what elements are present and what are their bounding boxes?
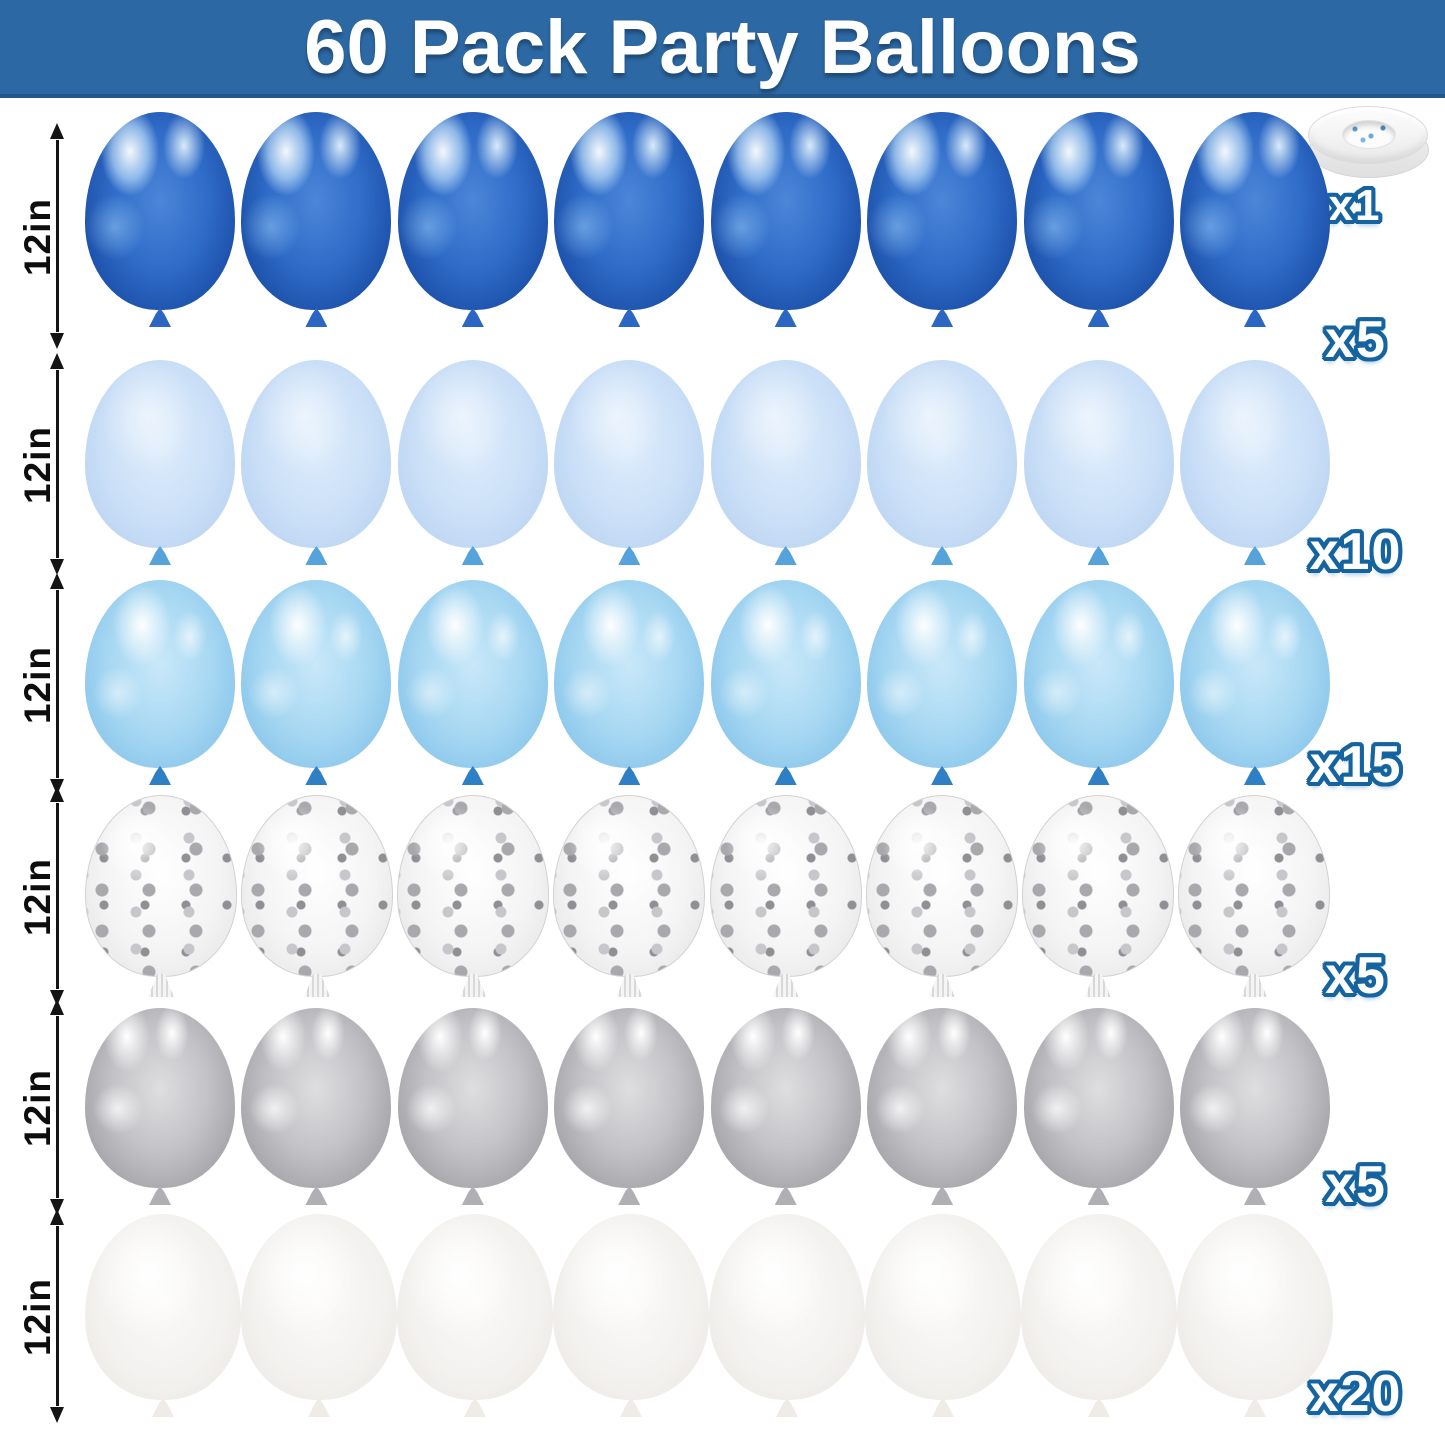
balloon-pastel-blue bbox=[710, 360, 861, 548]
balloon-white bbox=[553, 1214, 709, 1400]
balloon-pearl-blue bbox=[867, 580, 1018, 768]
balloon-white bbox=[241, 1214, 397, 1400]
ribbon-roll-hole bbox=[1342, 120, 1396, 149]
balloon-row-metallic-silver: 12in bbox=[0, 1008, 1445, 1248]
balloon-metallic-silver bbox=[397, 1008, 548, 1188]
balloon-group bbox=[85, 1214, 1333, 1400]
balloon-pearl-blue bbox=[710, 580, 861, 768]
balloon-silver-confetti bbox=[1177, 795, 1330, 977]
balloon-metallic-silver bbox=[710, 1008, 861, 1188]
banner: 60 Pack Party Balloons bbox=[0, 0, 1445, 98]
balloon-silver-confetti bbox=[865, 795, 1018, 977]
balloon-metallic-silver bbox=[1179, 1008, 1330, 1188]
balloon-pearl-blue bbox=[85, 580, 235, 768]
count-badge: x15 bbox=[1309, 736, 1403, 794]
balloon-pastel-blue bbox=[85, 360, 235, 548]
balloon-pastel-blue bbox=[867, 360, 1018, 548]
count-badge: x5 bbox=[1325, 1156, 1387, 1214]
dimension-arrow-icon bbox=[56, 1016, 59, 1198]
balloon-row-pastel-blue: 12in bbox=[0, 360, 1445, 600]
balloon-group bbox=[85, 1008, 1330, 1188]
balloon-metallic-silver bbox=[241, 1008, 392, 1188]
balloon-white bbox=[1177, 1214, 1333, 1400]
balloon-metallic-blue bbox=[867, 112, 1018, 310]
dimension-arrow-icon bbox=[56, 590, 59, 778]
balloon-silver-confetti bbox=[85, 795, 237, 977]
dimension-annotation: 12in bbox=[0, 1016, 70, 1198]
dimension-arrow-icon bbox=[56, 803, 59, 989]
balloon-pearl-blue bbox=[397, 580, 548, 768]
balloon-pastel-blue bbox=[554, 360, 705, 548]
balloon-metallic-blue bbox=[554, 112, 705, 310]
balloon-silver-confetti bbox=[241, 795, 394, 977]
balloon-row-white: 12in bbox=[0, 1214, 1445, 1454]
balloon-white bbox=[1021, 1214, 1177, 1400]
balloon-silver-confetti bbox=[397, 795, 550, 977]
balloon-pastel-blue bbox=[1179, 360, 1330, 548]
balloon-metallic-silver bbox=[554, 1008, 705, 1188]
balloon-metallic-blue bbox=[1023, 112, 1174, 310]
size-label: 12in bbox=[17, 197, 58, 277]
balloon-silver-confetti bbox=[1021, 795, 1174, 977]
balloon-metallic-blue bbox=[1179, 112, 1330, 310]
ribbon-roll bbox=[1308, 106, 1429, 180]
count-badge: x10 bbox=[1309, 523, 1403, 581]
dimension-annotation: 12in bbox=[0, 590, 70, 778]
balloon-metallic-blue bbox=[241, 112, 392, 310]
size-label: 12in bbox=[17, 425, 58, 505]
balloon-metallic-silver bbox=[867, 1008, 1018, 1188]
dimension-arrow-icon bbox=[56, 370, 59, 558]
balloon-row-silver-confetti: 12in bbox=[0, 795, 1445, 1035]
ribbon-count-badge: x1 bbox=[1328, 181, 1382, 230]
balloon-white bbox=[85, 1214, 241, 1400]
balloon-row-metallic-blue: 12in bbox=[0, 112, 1445, 352]
balloon-pastel-blue bbox=[1023, 360, 1174, 548]
count-badge: x5 bbox=[1325, 311, 1387, 369]
count-badge: x5 bbox=[1325, 947, 1387, 1005]
balloon-white bbox=[397, 1214, 553, 1400]
balloon-group bbox=[85, 580, 1330, 768]
count-badge: x20 bbox=[1309, 1365, 1403, 1423]
balloon-group bbox=[85, 795, 1330, 977]
balloon-group bbox=[85, 112, 1330, 310]
balloon-metallic-blue bbox=[85, 112, 235, 310]
balloon-white bbox=[865, 1214, 1021, 1400]
size-label: 12in bbox=[17, 645, 58, 725]
balloon-metallic-blue bbox=[710, 112, 861, 310]
dimension-annotation: 12in bbox=[0, 370, 70, 558]
balloon-silver-confetti bbox=[553, 795, 706, 977]
dimension-arrow-icon bbox=[56, 1226, 59, 1406]
balloon-silver-confetti bbox=[709, 795, 862, 977]
balloon-group bbox=[85, 360, 1330, 548]
dimension-arrow-icon bbox=[56, 140, 59, 332]
dimension-annotation: 12in bbox=[0, 140, 70, 332]
balloon-row-pearl-blue: 12in bbox=[0, 580, 1445, 820]
size-label: 12in bbox=[17, 1277, 58, 1357]
balloon-pearl-blue bbox=[1023, 580, 1174, 768]
balloon-pearl-blue bbox=[241, 580, 392, 768]
balloon-pearl-blue bbox=[554, 580, 705, 768]
dimension-annotation: 12in bbox=[0, 803, 70, 989]
balloon-white bbox=[709, 1214, 865, 1400]
balloon-pearl-blue bbox=[1179, 580, 1330, 768]
balloon-pastel-blue bbox=[241, 360, 392, 548]
balloon-metallic-silver bbox=[1023, 1008, 1174, 1188]
balloon-pastel-blue bbox=[397, 360, 548, 548]
size-label: 12in bbox=[17, 1068, 58, 1148]
page-title: 60 Pack Party Balloons bbox=[304, 4, 1141, 90]
balloon-metallic-silver bbox=[85, 1008, 235, 1188]
dimension-annotation: 12in bbox=[0, 1226, 70, 1406]
size-label: 12in bbox=[17, 857, 58, 937]
balloon-metallic-blue bbox=[397, 112, 548, 310]
